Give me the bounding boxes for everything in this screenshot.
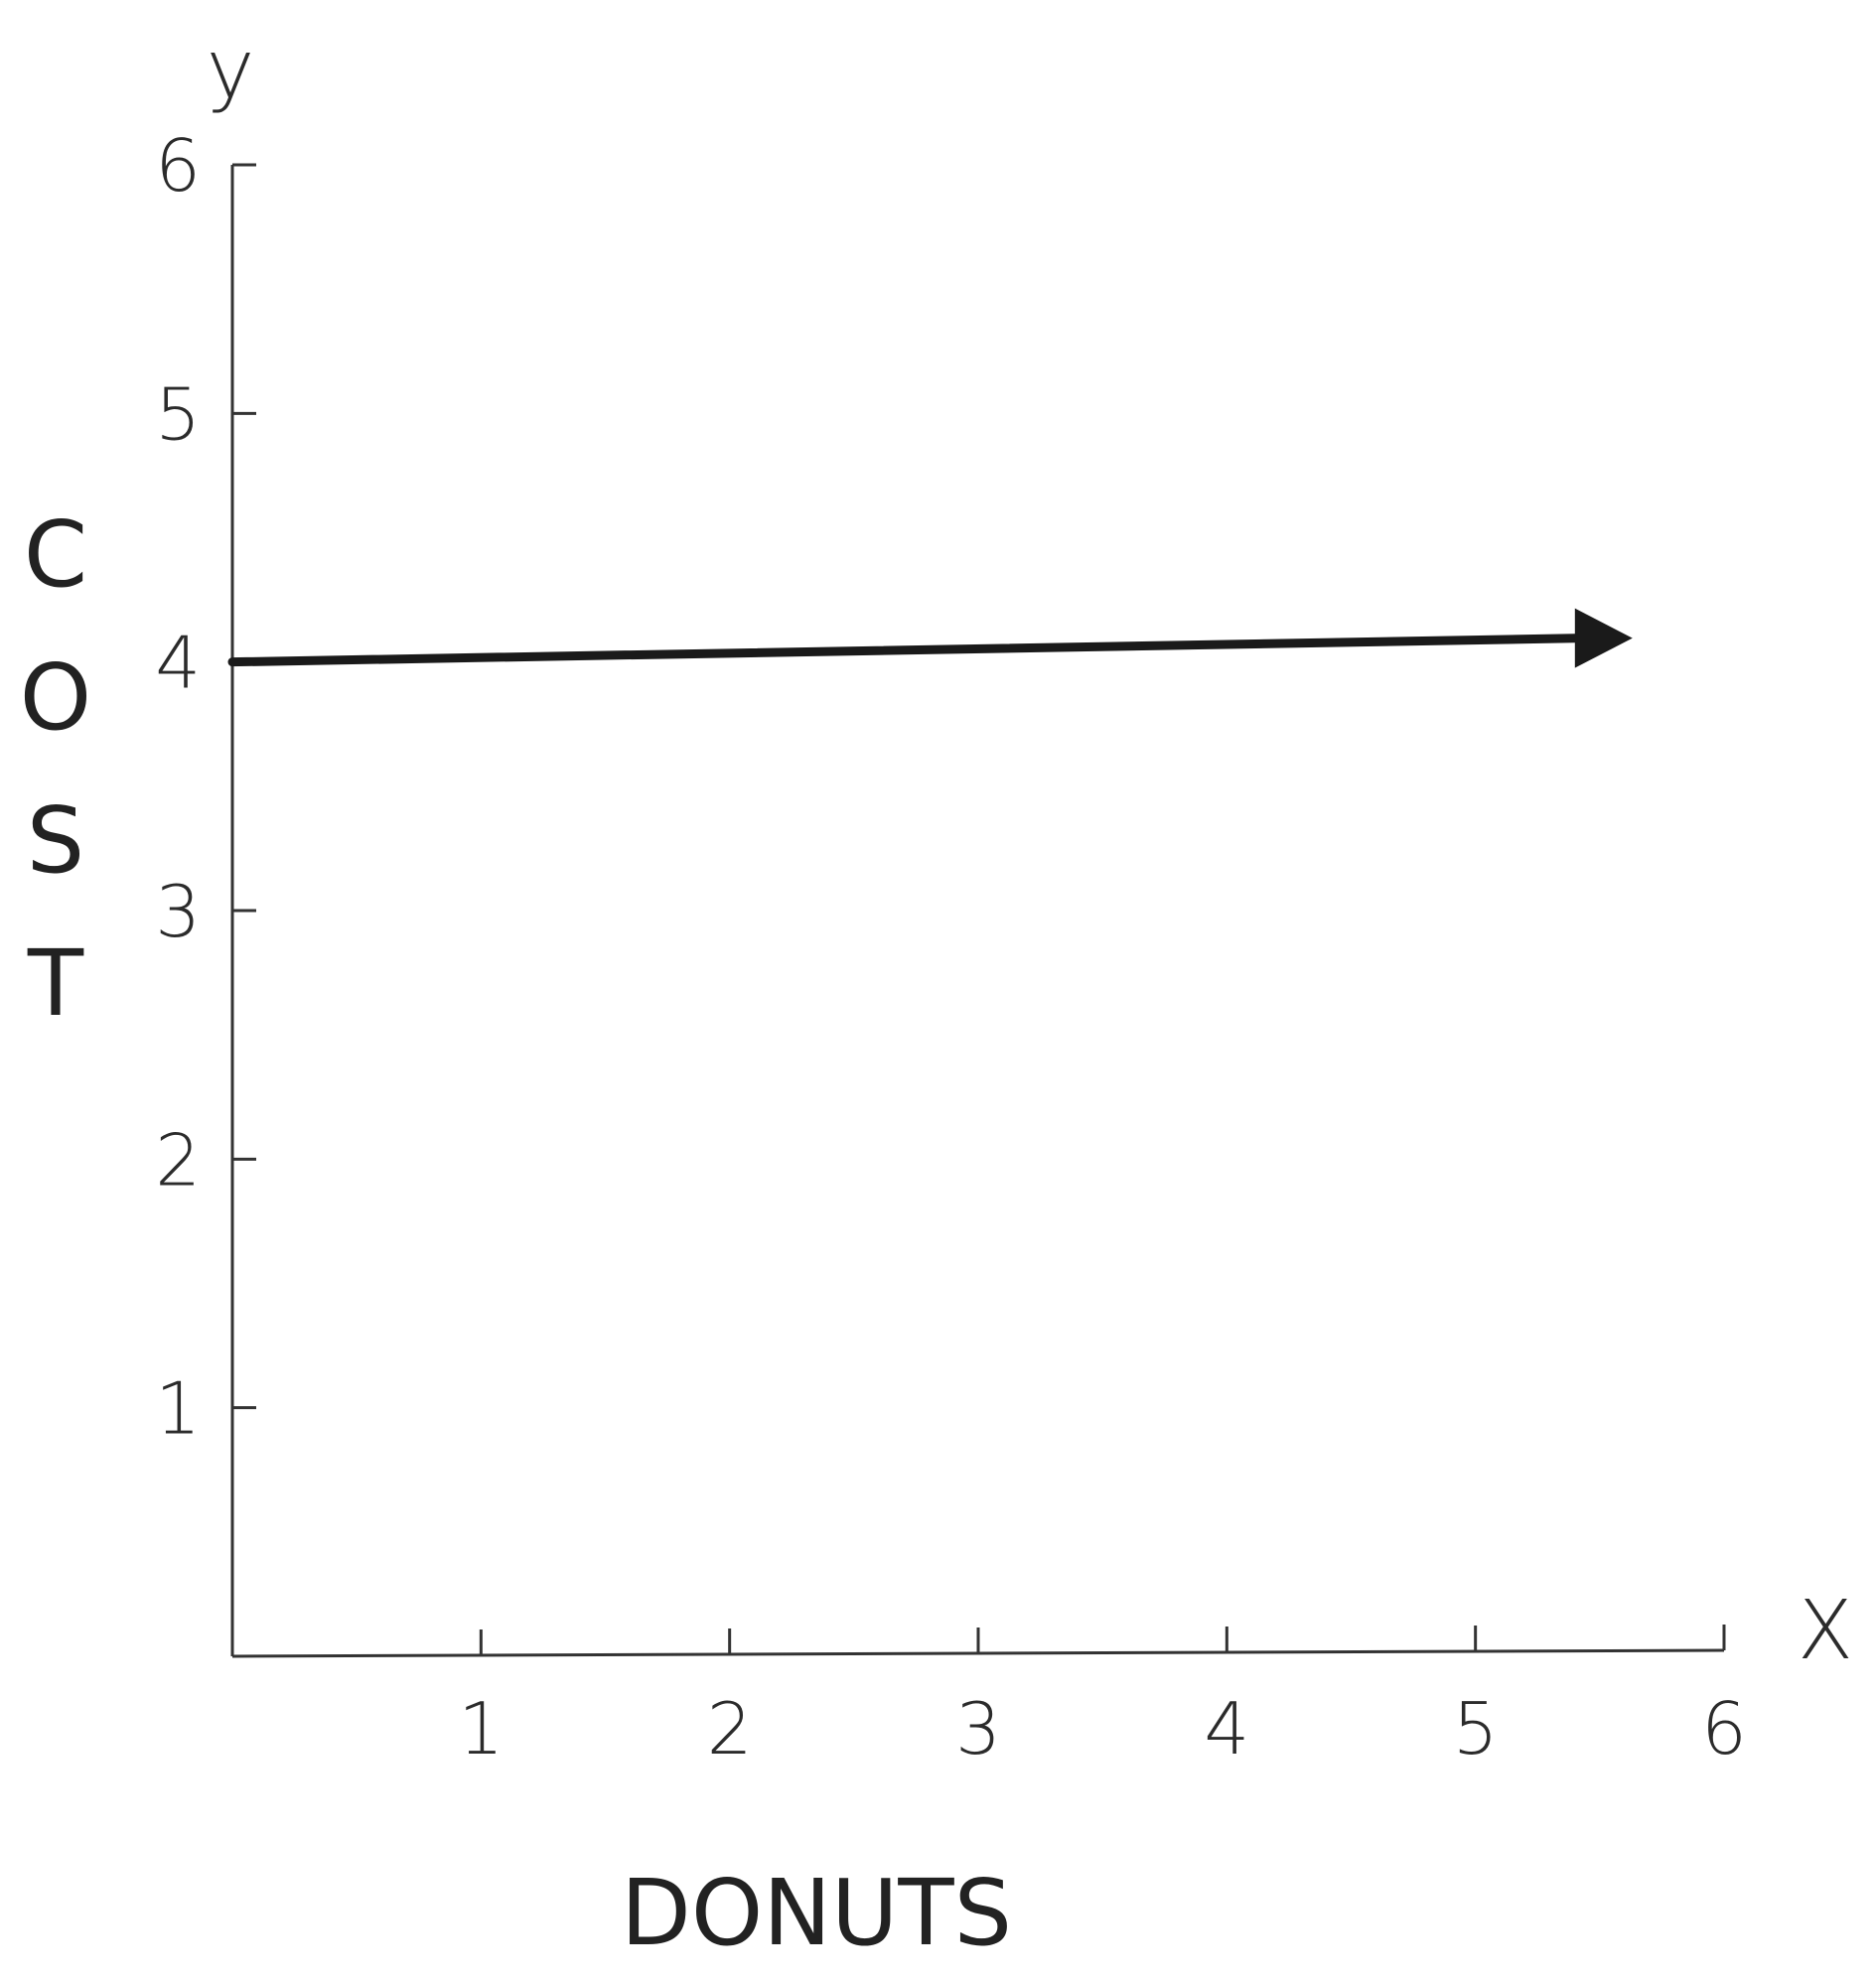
- y-tick-label: 3: [155, 870, 201, 953]
- y-tick-label: 1: [155, 1367, 201, 1451]
- y-axis-title-letter: T: [27, 930, 84, 1037]
- y-tick-label: 5: [155, 372, 201, 456]
- x-tick-label: 3: [955, 1687, 1001, 1770]
- cost-line-arrowhead: [1574, 608, 1633, 668]
- x-axis-title: DONUTS: [621, 1860, 1012, 1966]
- y-tick-label: 6: [155, 124, 201, 208]
- y-tick-label: 4: [155, 622, 201, 705]
- x-tick-label: 1: [458, 1687, 504, 1770]
- tick-labels: 1 2 3 4 5 6 1 2 3 4 5 6: [155, 124, 1747, 1770]
- x-tick-label: 4: [1204, 1687, 1249, 1770]
- y-axis-title-letter: C: [24, 501, 87, 608]
- y-axis-letter: y: [207, 23, 255, 117]
- cost-line: [227, 634, 1586, 667]
- y-axis-title-letter: S: [27, 787, 84, 894]
- y-axis-title-letter: O: [20, 644, 91, 751]
- axes: [230, 165, 1725, 1658]
- series: [227, 608, 1633, 668]
- y-tick-label: 2: [155, 1118, 201, 1202]
- x-axis-letter: X: [1798, 1584, 1853, 1678]
- x-tick-label: 5: [1453, 1687, 1499, 1770]
- x-tick-label: 6: [1701, 1687, 1747, 1770]
- x-tick-label: 2: [707, 1687, 753, 1770]
- ticks: [232, 163, 1726, 1655]
